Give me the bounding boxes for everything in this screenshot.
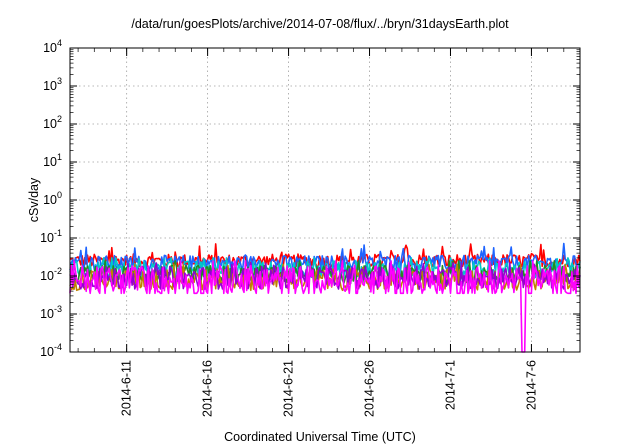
y-tick-label: 10-3 [40, 304, 62, 321]
x-tick-label: 2014-7-1 [443, 360, 457, 410]
y-tick-label: 10-2 [40, 266, 62, 283]
y-tick-label: 103 [43, 76, 62, 93]
y-tick-label: 102 [43, 114, 62, 131]
series-line [69, 260, 581, 353]
y-tick-label: 104 [43, 38, 62, 55]
series-lines [69, 242, 581, 353]
x-tick-label: 2014-6-26 [363, 360, 377, 417]
grid [70, 48, 580, 352]
x-tick-label: 2014-6-11 [120, 360, 134, 416]
y-tick-label: 10-1 [40, 228, 62, 245]
x-axis: 2014-6-11 2014-6-16 2014-6-21 2014-6-26 2014… [77, 48, 565, 417]
y-axis: 10-4 10-3 10-2 10-1 100 101 102 103 104 [40, 38, 580, 359]
chart-title: /data/run/goesPlots/archive/2014-07-08/f… [131, 17, 509, 31]
y-tick-label: 10-4 [40, 342, 62, 359]
y-tick-label: 100 [43, 190, 62, 207]
y-tick-label: 101 [43, 152, 62, 169]
x-tick-label: 2014-7-6 [524, 360, 538, 410]
y-axis-label: cSv/day [27, 177, 41, 223]
x-tick-label: 2014-6-16 [201, 360, 215, 417]
x-tick-label: 2014-6-21 [282, 360, 296, 417]
x-axis-label: Coordinated Universal Time (UTC) [224, 430, 416, 444]
